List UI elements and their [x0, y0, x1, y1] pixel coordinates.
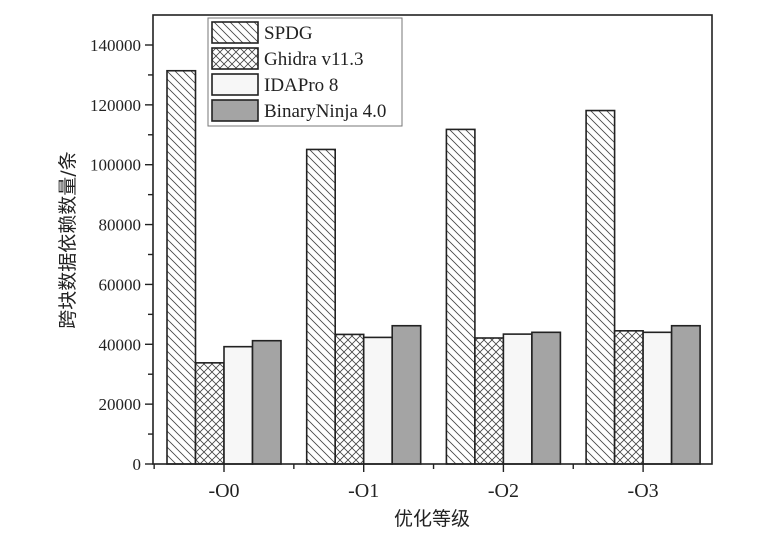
bar-spdg-oO0 [166, 69, 197, 465]
y-tick-label: 0 [133, 455, 142, 474]
y-tick-label: 20000 [99, 395, 142, 414]
bar-binaryninja-4-0-oO0 [251, 339, 282, 465]
bar-spdg-oO2 [445, 128, 476, 465]
y-tick-label: 60000 [99, 275, 142, 294]
y-axis-label: 跨块数据依赖数量/条 [57, 151, 79, 328]
bar-idapro-8-oO3 [642, 331, 673, 465]
y-tick-label: 120000 [90, 96, 141, 115]
bar-binaryninja-4-0-oO1 [391, 324, 422, 465]
bar-idapro-8-oO2 [502, 333, 533, 465]
bar-spdg-oO1 [305, 148, 337, 465]
bar-binaryninja-4-0-oO3 [670, 324, 701, 465]
legend-label: Ghidra v11.3 [264, 49, 364, 70]
x-tick-label: -O0 [208, 480, 239, 502]
bar-ghidra-v11-3-oO0 [194, 362, 225, 465]
y-tick-label: 40000 [99, 335, 142, 354]
legend-label: SPDG [264, 23, 313, 44]
x-tick-label: -O2 [488, 480, 519, 502]
y-tick-label: 140000 [90, 36, 141, 55]
x-tick-label: -O3 [628, 480, 659, 502]
y-tick-label: 100000 [90, 156, 141, 175]
bar-ghidra-v11-3-oO3 [613, 330, 644, 465]
plot-frame [152, 14, 713, 465]
legend: SPDG Ghidra v11.3 IDAPro 8 BinaryNinja 4.0 [207, 17, 403, 127]
x-tick-label: -O1 [348, 480, 379, 502]
legend-label: IDAPro 8 [264, 75, 338, 96]
bar-idapro-8-oO1 [362, 336, 394, 465]
bar-idapro-8-oO0 [223, 345, 254, 465]
bar-ghidra-v11-3-oO2 [474, 337, 505, 465]
legend-swatch [211, 47, 259, 70]
legend-swatch [211, 73, 259, 96]
bar-binaryninja-4-0-oO2 [531, 331, 562, 465]
x-axis-label: 优化等级 [394, 508, 470, 530]
bar-spdg-oO3 [585, 109, 616, 465]
bar-ghidra-v11-3-oO1 [334, 333, 365, 465]
y-tick-label: 80000 [99, 216, 142, 235]
legend-label: BinaryNinja 4.0 [264, 101, 386, 122]
legend-swatch [211, 21, 259, 44]
legend-swatch [211, 99, 259, 122]
